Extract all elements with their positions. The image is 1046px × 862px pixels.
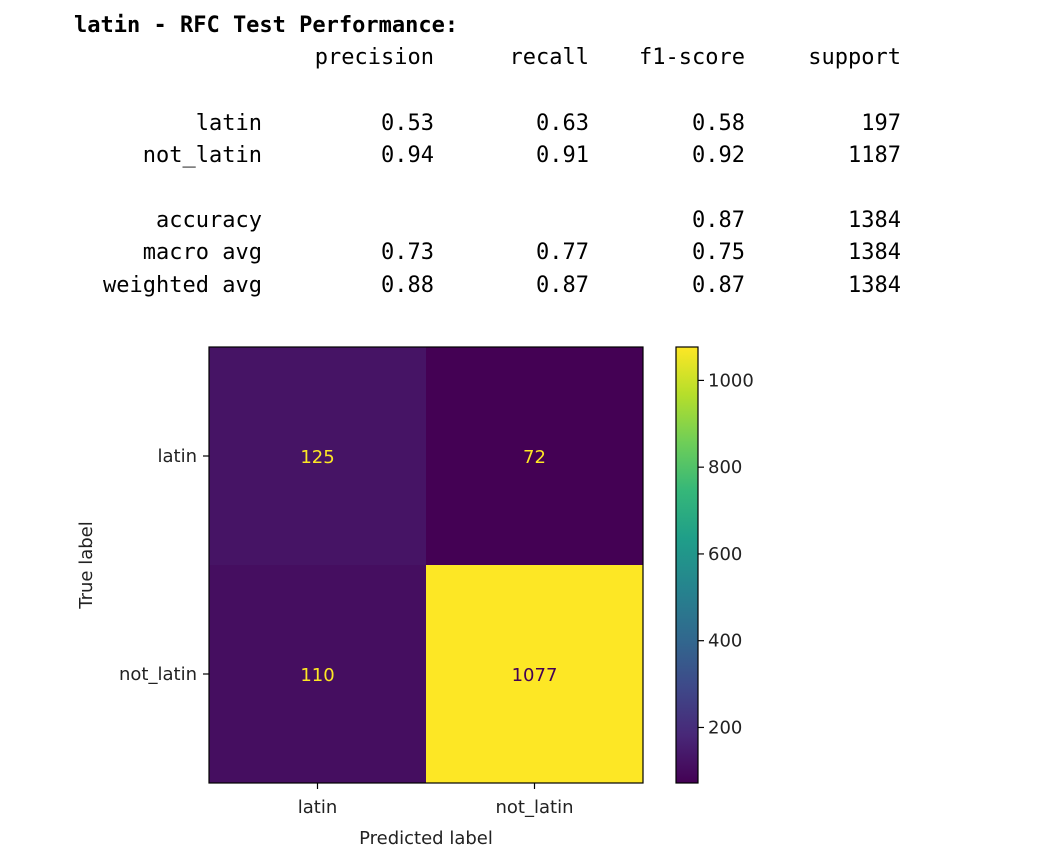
confusion-matrix-chart: 125 72 110 1077 latin not_latin latin not_lat… <box>76 346 754 849</box>
report-title: latin - RFC Test Performance: <box>74 13 459 38</box>
x-axis-label: Predicted label <box>359 828 493 849</box>
cell-value-label: 125 <box>300 447 334 468</box>
header-precision: precision <box>314 45 434 70</box>
row-label-not-latin: not_latin <box>142 143 262 168</box>
y-tick-label: not_latin <box>119 664 197 685</box>
colorbar-tick-label: 600 <box>708 544 742 565</box>
cell: 0.91 <box>536 143 589 168</box>
colorbar-tick-label: 200 <box>708 717 742 738</box>
header-f1-score: f1-score <box>639 45 745 70</box>
cell: 1384 <box>848 208 901 233</box>
cell: 0.77 <box>536 240 589 265</box>
colorbar-tick-label: 1000 <box>708 370 754 391</box>
cell: 0.92 <box>692 143 745 168</box>
heatmap-cell <box>209 565 426 783</box>
cell: 0.58 <box>692 111 745 136</box>
cell: 0.75 <box>692 240 745 265</box>
row-label-latin: latin <box>195 111 262 136</box>
heatmap-cell <box>209 347 426 565</box>
x-axis: latin not_latin <box>298 783 574 818</box>
header-recall: recall <box>509 45 589 70</box>
cell: 1384 <box>848 240 901 265</box>
heatmap-cell <box>426 565 643 783</box>
cell-value-label: 72 <box>523 447 546 468</box>
cell: 0.73 <box>381 240 434 265</box>
cell: 197 <box>861 111 901 136</box>
heatmap-cell <box>426 347 643 565</box>
cell: 0.53 <box>381 111 434 136</box>
colorbar-tick-label: 400 <box>708 631 742 652</box>
cell: 0.87 <box>692 273 745 298</box>
cell: 0.63 <box>536 111 589 136</box>
colorbar-gradient <box>675 346 699 784</box>
cell: 1384 <box>848 273 901 298</box>
cell: 1187 <box>848 143 901 168</box>
colorbar-tick-label: 800 <box>708 457 742 478</box>
row-label-weighted-avg: weighted avg <box>103 273 262 298</box>
y-axis-label: True label <box>76 521 97 610</box>
y-axis: latin not_latin <box>119 446 209 685</box>
cell: 0.88 <box>381 273 434 298</box>
row-label-accuracy: accuracy <box>156 208 262 233</box>
y-tick-label: latin <box>158 446 198 467</box>
header-support: support <box>808 45 901 70</box>
colorbar: 200 400 600 800 1000 <box>675 346 754 784</box>
cell-value-label: 110 <box>300 665 334 686</box>
x-tick-label: latin <box>298 797 338 818</box>
x-tick-label: not_latin <box>496 797 574 818</box>
cell: 0.94 <box>381 143 434 168</box>
plot-frame <box>208 346 644 784</box>
cell: 0.87 <box>536 273 589 298</box>
heatmap-cells: 125 72 110 1077 <box>209 347 643 783</box>
cell: 0.87 <box>692 208 745 233</box>
row-label-macro-avg: macro avg <box>142 240 262 265</box>
classification-report: precision recall f1-score support latin … <box>74 44 914 314</box>
cell-value-label: 1077 <box>512 665 558 686</box>
